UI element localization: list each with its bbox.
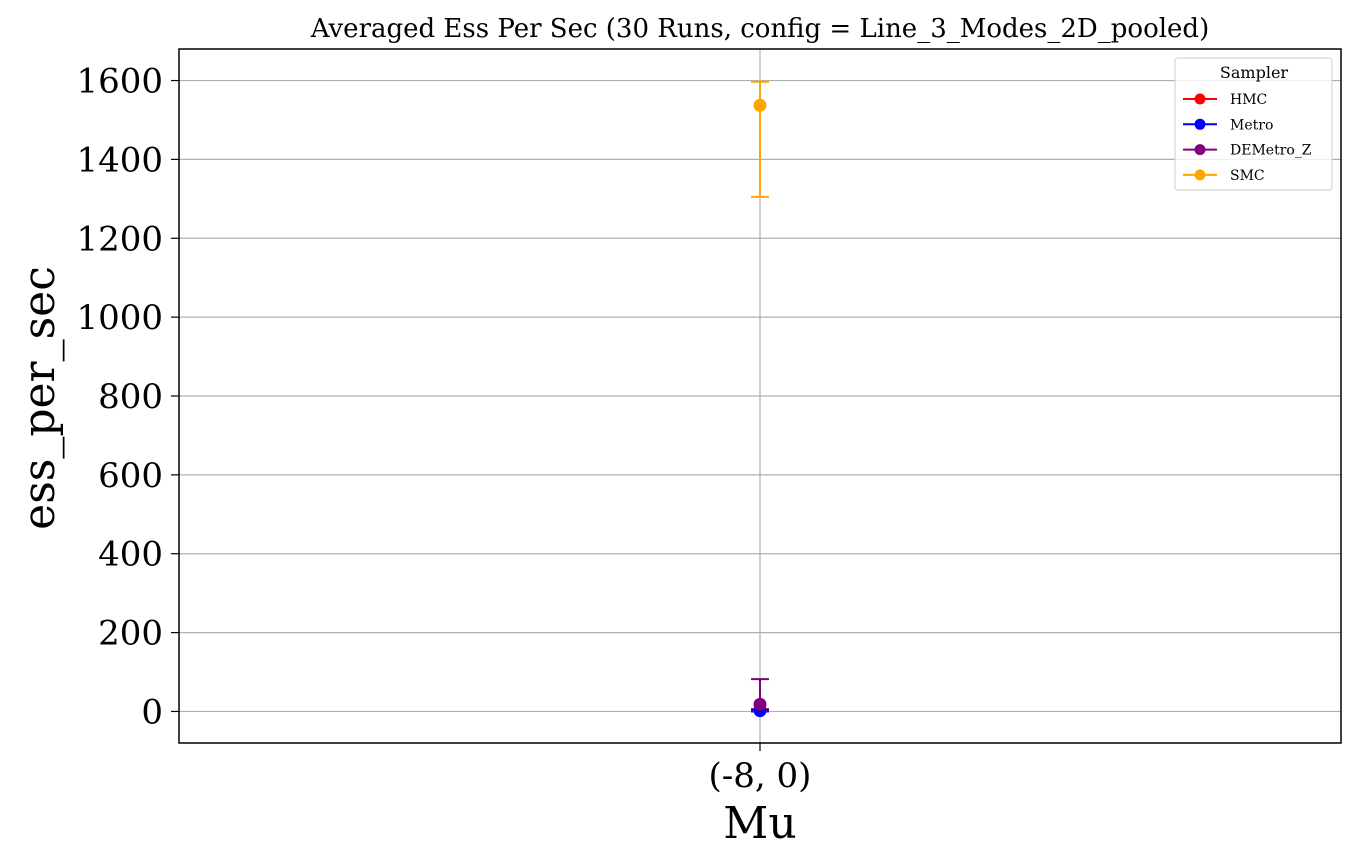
y-tick-label: 400 (98, 535, 163, 575)
legend-box (1174, 57, 1333, 191)
legend-marker-metro (1194, 118, 1206, 130)
data-marks (751, 80, 769, 718)
legend-marker-demetro-z (1194, 144, 1206, 156)
grid (179, 49, 1341, 743)
legend-label-hmc: HMC (1230, 92, 1267, 108)
y-tick-label: 200 (98, 614, 163, 654)
y-tick-label: 600 (98, 456, 163, 496)
legend: Sampler HMC Metro DEMetro_Z SMC (1174, 57, 1333, 191)
chart-title: Averaged Ess Per Sec (30 Runs, config = … (310, 14, 1209, 44)
legend-label-smc: SMC (1230, 168, 1265, 184)
legend-marker-smc (1194, 169, 1206, 181)
y-tick-label: 800 (98, 377, 163, 417)
legend-title: Sampler (1220, 63, 1289, 82)
x-axis-label: Mu (723, 798, 796, 849)
x-axis: (-8, 0) (709, 743, 812, 796)
y-axis: 0 200 400 600 800 1000 1200 1400 1600 (76, 62, 179, 732)
point-demetro-z (753, 697, 767, 711)
y-axis-label: ess_per_sec (14, 266, 65, 530)
y-tick-label: 1600 (76, 62, 163, 102)
y-tick-label: 1400 (76, 140, 163, 180)
y-tick-label: 1000 (76, 298, 163, 338)
legend-label-demetro-z: DEMetro_Z (1230, 143, 1312, 159)
point-smc (753, 98, 767, 112)
legend-items: HMC Metro DEMetro_Z SMC (1183, 92, 1312, 184)
y-tick-label: 0 (141, 692, 163, 732)
legend-marker-hmc (1194, 93, 1206, 105)
x-tick-label: (-8, 0) (709, 756, 812, 796)
y-tick-label: 1200 (76, 219, 163, 259)
legend-label-metro: Metro (1230, 117, 1273, 133)
